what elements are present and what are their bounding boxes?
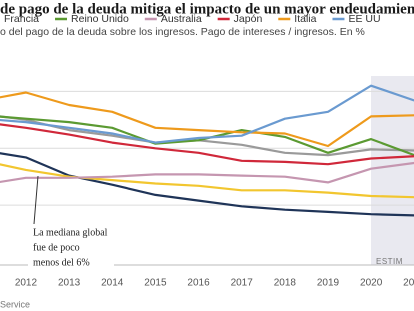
series-line	[0, 163, 414, 199]
series-line	[0, 91, 414, 148]
legend-item: Australia	[144, 13, 202, 25]
legend-item: Reino Unido	[55, 13, 129, 25]
legend-item: Francia	[4, 13, 39, 25]
legend-label: Italia	[294, 13, 316, 25]
legend-label: Japón	[234, 13, 263, 25]
legend-item: EE UU	[332, 13, 381, 25]
x-tick-label: 2013	[58, 278, 81, 289]
chart-subtitle: o del pago de la deuda sobre los ingreso…	[0, 26, 365, 38]
x-tick-label: 2020	[360, 278, 383, 289]
x-tick-label: 2021	[403, 278, 414, 289]
legend-item: Italia	[278, 13, 317, 25]
legend-label: Francia	[4, 13, 39, 25]
legend-label: Reino Unido	[71, 13, 129, 25]
x-tick-label: 2017	[231, 278, 254, 289]
annotation-text: menos del 6%	[33, 257, 90, 268]
series-line	[0, 84, 414, 144]
legend-label: EE UU	[348, 13, 380, 25]
series-line	[0, 115, 414, 157]
series-line	[0, 161, 414, 184]
legend-item: Japón	[217, 13, 263, 25]
estimate-band	[371, 76, 414, 265]
annotation-text: fue de poco	[33, 242, 80, 253]
series-line	[0, 123, 414, 166]
annotation-leader	[33, 175, 39, 225]
x-tick-label: 2012	[15, 278, 38, 289]
series-line	[0, 152, 414, 217]
source: Service	[0, 299, 30, 309]
chart-title: de pago de la deuda mitiga el impacto de…	[0, 1, 414, 17]
annotation-text: La mediana global	[33, 227, 108, 238]
estimate-label: ESTIM	[376, 257, 403, 266]
legend-label: Australia	[161, 13, 202, 25]
x-tick-label: 2015	[144, 278, 167, 289]
x-tick-label: 2019	[317, 278, 340, 289]
x-tick-label: 2018	[274, 278, 297, 289]
x-tick-label: 2016	[187, 278, 210, 289]
annotation-box	[28, 224, 114, 272]
x-tick-label: 2014	[101, 278, 124, 289]
